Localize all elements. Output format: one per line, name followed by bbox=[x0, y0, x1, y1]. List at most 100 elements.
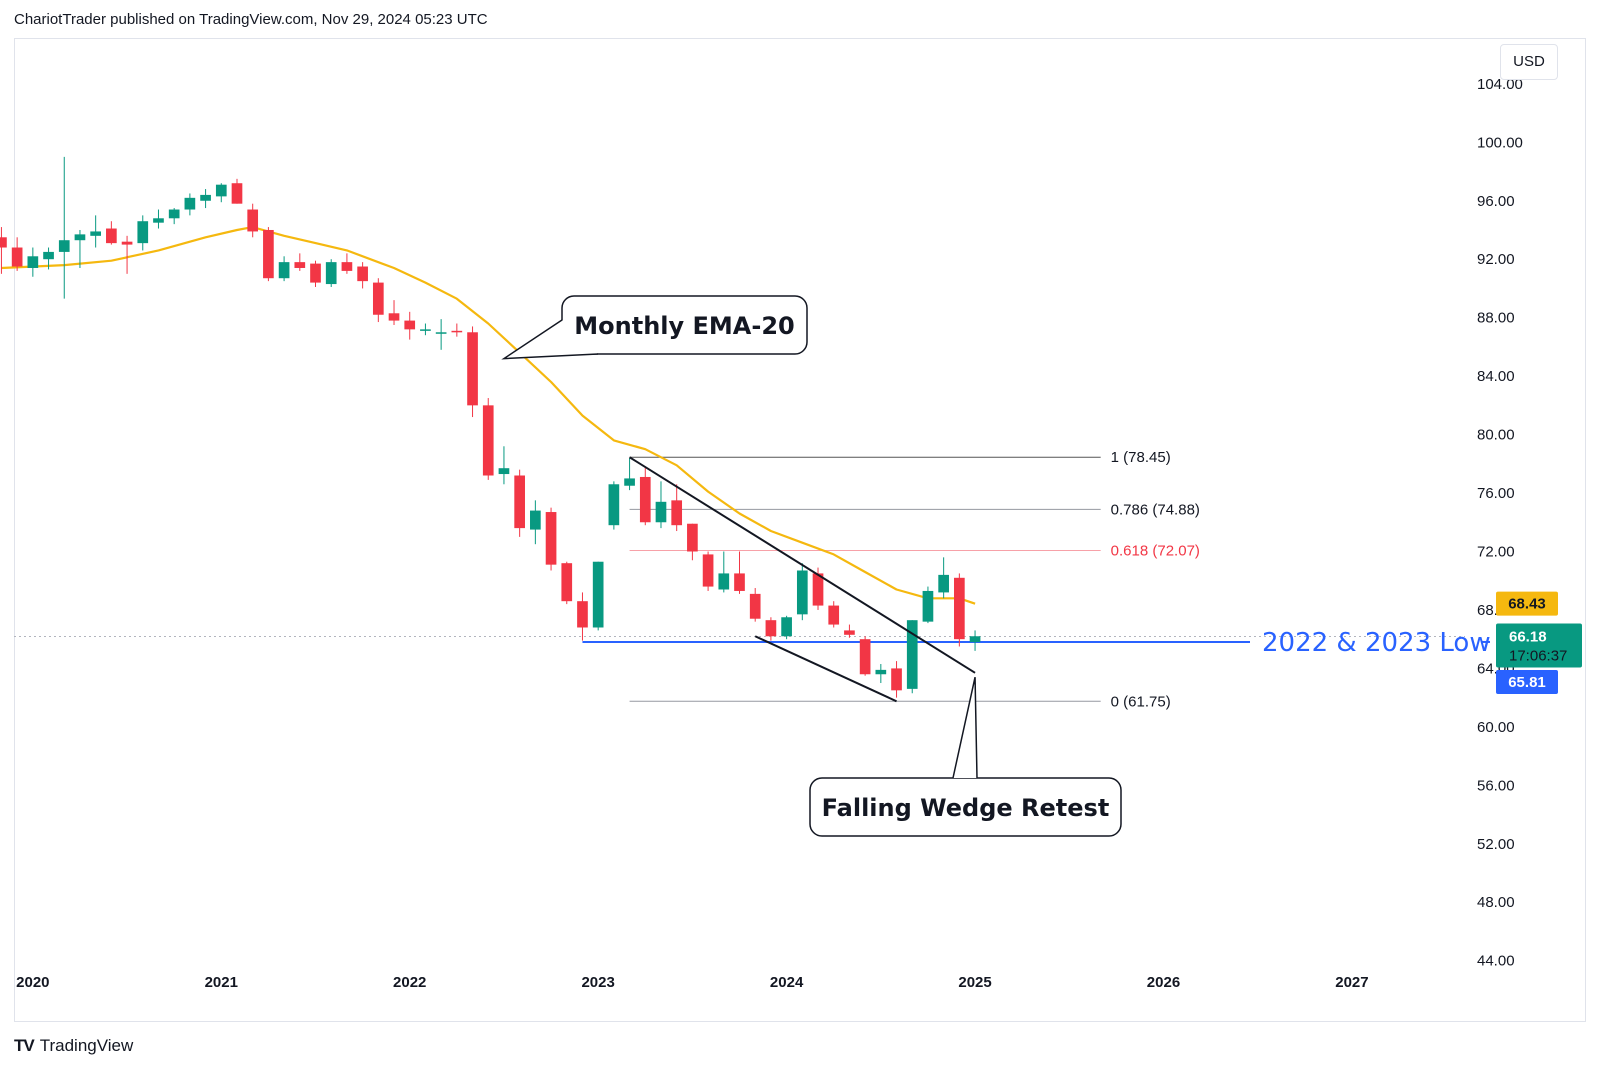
fib-level-label: 1 (78.45) bbox=[1111, 449, 1171, 466]
candle bbox=[718, 551, 730, 593]
candle bbox=[341, 253, 353, 274]
ema-line bbox=[1, 226, 976, 605]
wedge-layer bbox=[629, 456, 976, 703]
candle bbox=[310, 260, 321, 287]
candle-body bbox=[0, 237, 7, 248]
candle-body bbox=[514, 475, 525, 529]
candle-body bbox=[215, 184, 227, 197]
candle-body bbox=[561, 563, 573, 602]
candle bbox=[420, 323, 431, 336]
candle-body bbox=[687, 523, 698, 552]
candle-body bbox=[247, 209, 259, 232]
candle bbox=[624, 457, 635, 491]
time-tick-label: 2024 bbox=[770, 974, 804, 991]
candle-body bbox=[655, 501, 667, 523]
badge-value: 65.81 bbox=[1508, 674, 1546, 691]
candle bbox=[58, 156, 70, 299]
candle bbox=[891, 661, 902, 698]
support-label: 2022 & 2023 Low bbox=[1262, 628, 1491, 658]
candle-body bbox=[310, 263, 321, 283]
candle bbox=[215, 183, 227, 203]
candle-body bbox=[58, 240, 70, 252]
price-tick-label: 100.00 bbox=[1477, 134, 1523, 151]
candle-body bbox=[106, 228, 117, 244]
candle-body bbox=[74, 234, 86, 241]
candle-body bbox=[530, 510, 541, 530]
candle bbox=[90, 215, 101, 248]
candle-body bbox=[954, 577, 965, 640]
badge-bg bbox=[1496, 623, 1582, 668]
price-tick-label: 56.00 bbox=[1477, 777, 1515, 794]
candle bbox=[639, 466, 651, 526]
fib-level-label: 0.786 (74.88) bbox=[1111, 501, 1200, 518]
price-tick-label: 88.00 bbox=[1477, 310, 1515, 327]
price-tick-label: 76.00 bbox=[1477, 485, 1515, 502]
price-badges: 68.43 66.18 17:06:37 65.81 bbox=[1496, 591, 1582, 694]
candle bbox=[404, 311, 416, 340]
candle-body bbox=[90, 231, 101, 236]
candle-body bbox=[844, 630, 855, 635]
badge-value: 66.18 bbox=[1509, 629, 1547, 646]
candle bbox=[388, 300, 400, 325]
candle-body bbox=[341, 262, 353, 271]
candle-body bbox=[372, 282, 384, 315]
callout: Monthly EMA-20 bbox=[501, 295, 808, 360]
candle bbox=[796, 563, 808, 621]
ema-layer bbox=[1, 226, 976, 605]
candle-body bbox=[608, 484, 620, 526]
candle bbox=[43, 247, 54, 270]
wedge-lower-line bbox=[754, 635, 897, 703]
badge-countdown: 17:06:37 bbox=[1509, 648, 1567, 665]
time-tick-label: 2020 bbox=[16, 974, 49, 991]
candles-layer bbox=[0, 156, 981, 698]
candle-body bbox=[969, 636, 981, 643]
candle-body bbox=[781, 617, 792, 637]
candle-body bbox=[467, 332, 478, 406]
footer-brand: TradingView bbox=[39, 1036, 134, 1055]
callout-tail bbox=[952, 677, 978, 779]
candle-body bbox=[27, 256, 39, 268]
price-tick-label: 92.00 bbox=[1477, 251, 1515, 268]
time-tick-label: 2025 bbox=[958, 974, 991, 991]
time-tick-label: 2026 bbox=[1147, 974, 1180, 991]
candle-body bbox=[765, 620, 777, 637]
candle bbox=[608, 481, 620, 530]
tradingview-logo-icon[interactable]: TV bbox=[14, 1036, 35, 1055]
chart-frame bbox=[14, 38, 1586, 1022]
candle bbox=[357, 262, 368, 289]
candle-body bbox=[922, 590, 934, 622]
price-axis: 104.00 100.00 96.00 92.00 88.00 84.00 80.00 76.… bbox=[1477, 76, 1523, 970]
currency-selector[interactable]: USD bbox=[1500, 44, 1558, 80]
wedge-upper-line bbox=[629, 456, 976, 674]
candle-body bbox=[718, 573, 730, 590]
candle-body bbox=[859, 639, 871, 675]
candle-body bbox=[43, 251, 54, 260]
candle-body bbox=[639, 476, 651, 523]
ema-price-badge: 68.43 bbox=[1496, 591, 1558, 616]
callout: Falling Wedge Retest bbox=[809, 677, 1122, 837]
badge-value: 68.43 bbox=[1508, 596, 1546, 613]
candle-body bbox=[263, 229, 274, 279]
candle bbox=[844, 624, 855, 638]
candle bbox=[168, 208, 180, 225]
candle-body bbox=[137, 221, 149, 244]
candle-body bbox=[200, 194, 211, 201]
candle bbox=[498, 446, 510, 485]
candle bbox=[514, 469, 525, 537]
candle-body bbox=[875, 669, 887, 675]
callout-tail bbox=[501, 319, 599, 360]
badge-bg bbox=[1496, 591, 1558, 616]
candle bbox=[121, 235, 133, 274]
time-tick-label: 2027 bbox=[1335, 974, 1368, 991]
candle bbox=[184, 193, 196, 216]
candle-body bbox=[388, 313, 400, 321]
candle bbox=[734, 551, 745, 594]
candle-body bbox=[702, 554, 714, 587]
time-axis: 2020 2021 2022 2023 2024 2025 2026 2027 bbox=[16, 974, 1368, 991]
candle bbox=[671, 484, 683, 532]
callout-text: Falling Wedge Retest bbox=[822, 794, 1110, 822]
fib-level-label: 0 (61.75) bbox=[1111, 693, 1171, 710]
candle-body bbox=[734, 573, 745, 591]
candle-body bbox=[231, 183, 243, 204]
